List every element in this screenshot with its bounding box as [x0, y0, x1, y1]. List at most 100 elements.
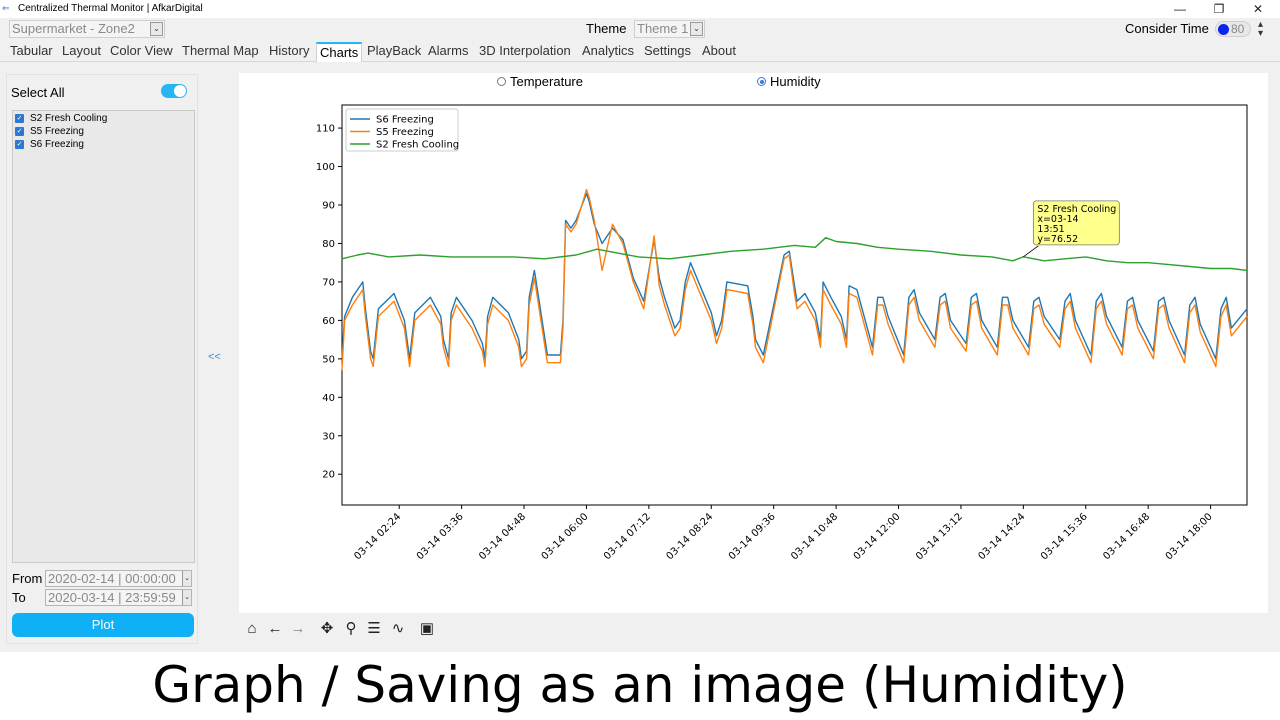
humidity-radio[interactable]: Humidity: [757, 74, 821, 89]
tab-tabular[interactable]: Tabular: [10, 43, 53, 58]
x-tick-label: 03-14 06:00: [540, 511, 591, 562]
pan-icon[interactable]: ✥: [320, 620, 334, 637]
annotation-text: 13:51: [1037, 224, 1064, 235]
theme-select[interactable]: Theme 1 ⌄: [634, 20, 705, 38]
home-icon[interactable]: ⌂: [247, 620, 257, 637]
from-date-field[interactable]: 2020-02-14 | 00:00:00 ⌄: [45, 570, 192, 587]
x-tick-label: 03-14 15:36: [1039, 511, 1090, 562]
y-tick-label: 20: [322, 470, 335, 481]
window-title: Centralized Thermal Monitor | AfkarDigit…: [18, 3, 203, 14]
title-bar: ⇐ Centralized Thermal Monitor | AfkarDig…: [0, 0, 1280, 18]
tab-about[interactable]: About: [702, 43, 736, 58]
y-tick-label: 40: [322, 393, 335, 404]
y-tick-label: 100: [316, 162, 335, 173]
list-item[interactable]: ✓ S6 Freezing: [15, 138, 84, 151]
tab-thermal-map[interactable]: Thermal Map: [182, 43, 259, 58]
minimize-icon[interactable]: —: [1174, 2, 1186, 16]
legend-label: S5 Freezing: [376, 127, 434, 138]
x-tick-label: 03-14 09:36: [727, 511, 778, 562]
list-item[interactable]: ✓ S2 Fresh Cooling: [15, 112, 107, 125]
chevron-down-icon[interactable]: ⌄: [150, 22, 163, 36]
legend-label: S6 Freezing: [376, 115, 434, 126]
close-icon[interactable]: ✕: [1252, 2, 1264, 16]
back-arrow-icon[interactable]: ←: [267, 620, 283, 637]
chevron-down-icon[interactable]: ⌄: [690, 22, 703, 36]
app-icon: ⇐: [2, 3, 10, 13]
zone-select-value: Supermarket - Zone2: [12, 21, 135, 36]
zoom-icon[interactable]: ⚲: [345, 620, 357, 637]
consider-time-label: Consider Time: [1125, 21, 1209, 36]
from-date-value: 2020-02-14 | 00:00:00: [48, 571, 176, 586]
tab-color-view[interactable]: Color View: [110, 43, 173, 58]
sensor-label: S6 Freezing: [30, 139, 84, 150]
to-date-field[interactable]: 2020-03-14 | 23:59:59 ⌄: [45, 589, 192, 606]
x-tick-label: 03-14 10:48: [789, 511, 840, 562]
plot-frame: [341, 104, 1248, 506]
sensor-list: ✓ S2 Fresh Cooling ✓ S5 Freezing ✓ S6 Freez…: [12, 110, 195, 563]
tab-3d-interpolation[interactable]: 3D Interpolation: [479, 43, 571, 58]
checkbox-checked-icon[interactable]: ✓: [15, 139, 24, 149]
edit-axis-icon[interactable]: ∿: [391, 620, 405, 637]
series-line-3: [341, 236, 1248, 272]
temperature-radio[interactable]: Temperature: [497, 74, 583, 89]
legend-box: [345, 108, 459, 152]
theme-label: Theme: [586, 21, 627, 36]
y-tick-label: 80: [322, 239, 335, 250]
spin-arrows-icon[interactable]: ▴ ▾: [1258, 19, 1264, 39]
sensor-label: S2 Fresh Cooling: [30, 113, 108, 124]
tab-playback[interactable]: PlayBack: [367, 43, 422, 58]
annotation-text: y=76.52: [1037, 234, 1078, 245]
slider-knob[interactable]: [1218, 24, 1229, 35]
temperature-label: Temperature: [510, 74, 583, 89]
x-tick-label: 03-14 03:36: [415, 511, 466, 562]
plot-button[interactable]: Plot: [12, 613, 194, 637]
annotation-text: x=03-14: [1037, 214, 1078, 225]
x-tick-label: 03-14 08:24: [664, 511, 715, 562]
save-icon[interactable]: ▣: [419, 620, 435, 637]
x-tick-label: 03-14 14:24: [977, 511, 1028, 562]
consider-time-slider[interactable]: 80: [1215, 21, 1251, 37]
sensor-label: S5 Freezing: [30, 126, 84, 137]
y-tick-label: 30: [322, 431, 335, 442]
series-line-1: [341, 192, 1248, 360]
to-date-value: 2020-03-14 | 23:59:59: [48, 590, 176, 605]
zone-select[interactable]: Supermarket - Zone2 ⌄: [9, 20, 165, 38]
from-label: From: [12, 571, 43, 586]
radio-unchecked-icon[interactable]: [497, 77, 506, 87]
to-label: To: [12, 590, 26, 605]
toggle-knob[interactable]: [174, 85, 186, 97]
x-tick-label: 03-14 12:00: [852, 511, 903, 562]
chevron-down-icon[interactable]: ⌄: [182, 590, 191, 605]
configure-subplots-icon[interactable]: ☰: [367, 620, 381, 637]
collapse-panel-button[interactable]: <<: [208, 351, 221, 363]
annotation-text: S2 Fresh Cooling: [1037, 204, 1116, 215]
tab-settings[interactable]: Settings: [644, 43, 691, 58]
x-tick-label: 03-14 13:12: [914, 511, 965, 562]
consider-time-value: 80: [1231, 22, 1245, 36]
top-bar: Supermarket - Zone2 ⌄ Theme Theme 1 ⌄ Co…: [0, 18, 1280, 40]
forward-arrow-icon[interactable]: →: [290, 620, 306, 637]
chart-container: [239, 73, 1268, 613]
slide-caption: Graph / Saving as an image (Humidity): [0, 652, 1280, 720]
tab-alarms[interactable]: Alarms: [428, 43, 469, 58]
tab-layout[interactable]: Layout: [62, 43, 102, 58]
sensor-panel: Select All ✓ S2 Fresh Cooling ✓ S5 Freezin…: [6, 74, 198, 644]
tab-charts[interactable]: Charts: [316, 42, 363, 62]
x-tick-label: 03-14 18:00: [1164, 511, 1215, 562]
x-tick-label: 03-14 02:24: [352, 511, 403, 562]
tab-history[interactable]: History: [269, 43, 310, 58]
restore-icon[interactable]: ❐: [1213, 2, 1225, 16]
tab-analytics[interactable]: Analytics: [582, 43, 635, 58]
legend-label: S2 Fresh Cooling: [376, 140, 459, 151]
series-line-2: [341, 188, 1248, 371]
radio-checked-icon[interactable]: [757, 77, 766, 87]
chevron-down-icon[interactable]: ⌄: [182, 571, 191, 586]
checkbox-checked-icon[interactable]: ✓: [15, 113, 24, 123]
y-tick-label: 50: [322, 354, 335, 365]
x-tick-label: 03-14 04:48: [477, 511, 528, 562]
list-item[interactable]: ✓ S5 Freezing: [15, 125, 84, 138]
checkbox-checked-icon[interactable]: ✓: [15, 126, 24, 136]
select-all-toggle[interactable]: [161, 84, 187, 98]
select-all-label: Select All: [11, 85, 65, 100]
